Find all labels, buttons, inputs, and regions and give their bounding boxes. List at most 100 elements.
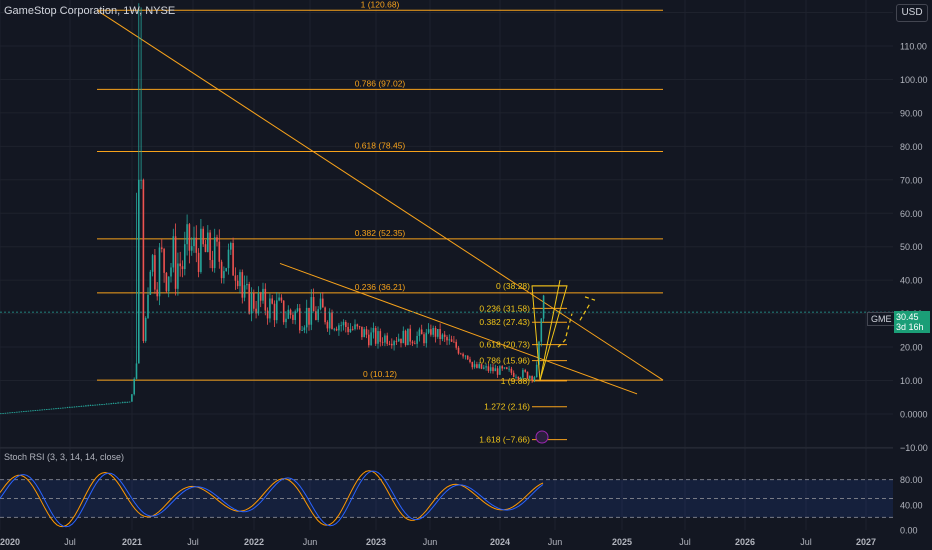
candle-body xyxy=(331,312,333,330)
candle-body xyxy=(416,335,418,344)
candle-body xyxy=(508,368,510,370)
candle-body xyxy=(193,237,195,247)
candle-body xyxy=(437,328,439,337)
candle-body xyxy=(519,377,522,379)
price-tick-label: 80.00 xyxy=(900,142,923,152)
time-tick-label: 2026 xyxy=(735,537,755,547)
last-price-badge: 30.45 3d 16h xyxy=(894,311,930,333)
candle-body xyxy=(345,321,347,328)
candle-body xyxy=(538,341,540,365)
fib-level-label: 1.272 (2.16) xyxy=(484,402,530,412)
currency-button[interactable]: USD xyxy=(896,4,928,22)
candle-body xyxy=(234,275,237,281)
candle-body xyxy=(531,376,533,381)
price-axis: 120.00110.00100.0090.0080.0070.0060.0050… xyxy=(900,8,928,453)
candle-body xyxy=(204,244,207,252)
candle-body xyxy=(296,308,299,312)
candle-body xyxy=(432,327,434,335)
candle-body xyxy=(151,255,154,272)
price-tick-label: −10.00 xyxy=(900,443,928,453)
candle-body xyxy=(73,406,76,408)
candle-body xyxy=(478,364,480,368)
candle-body xyxy=(87,405,89,407)
rsi-tick-label: 40.00 xyxy=(900,500,923,510)
candle-body xyxy=(236,280,239,287)
descending-trendline-lower xyxy=(279,262,638,395)
fib-level-label: 0 (10.12) xyxy=(363,369,397,379)
candle-body xyxy=(197,252,200,272)
candle-body xyxy=(271,298,273,304)
price-tick-label: 0.0000 xyxy=(900,409,928,419)
candle-body xyxy=(319,298,322,310)
candle-body xyxy=(420,329,423,335)
candle-body xyxy=(259,293,262,301)
candle-body xyxy=(50,408,53,410)
candle-body xyxy=(13,412,16,413)
candle-body xyxy=(443,334,446,337)
candle-body xyxy=(312,297,315,312)
candle-body xyxy=(365,329,368,335)
candle-body xyxy=(131,394,133,402)
candle-body xyxy=(377,331,379,344)
candle-body xyxy=(117,402,119,404)
candle-body xyxy=(112,403,115,404)
fib-retracement-main: 1 (120.68) 0.786 (97.02) 0.618 (78.45) 0.38… xyxy=(97,0,663,381)
event-marker-icon xyxy=(535,430,549,444)
candle-body xyxy=(18,411,20,413)
candle-body xyxy=(36,409,39,411)
candle-body xyxy=(485,366,487,368)
candle-body xyxy=(2,413,4,414)
stoch-rsi-label[interactable]: Stoch RSI (3, 3, 14, 14, close) xyxy=(4,452,125,462)
candle-body xyxy=(147,294,149,318)
candle-body xyxy=(262,288,264,301)
candle-body xyxy=(496,368,499,375)
candle-body xyxy=(209,232,211,261)
candle-body xyxy=(41,409,43,411)
candle-body xyxy=(184,244,186,270)
candle-body xyxy=(483,367,485,369)
candle-body xyxy=(257,293,260,314)
candle-body xyxy=(529,376,531,379)
time-tick-label: Jun xyxy=(303,537,318,547)
projection-path xyxy=(557,296,596,348)
candle-body xyxy=(338,325,340,331)
candle-body xyxy=(29,410,32,412)
candle-body xyxy=(211,260,214,269)
candle-body xyxy=(425,332,428,344)
candle-body xyxy=(89,405,92,407)
candle-body xyxy=(167,276,170,292)
candle-body xyxy=(243,285,246,298)
candles xyxy=(0,3,893,415)
time-tick-label: 2027 xyxy=(856,537,876,547)
rsi-tick-label: 0.00 xyxy=(900,526,918,536)
trendlines xyxy=(96,9,664,395)
time-tick-label: Jul xyxy=(800,537,812,547)
candle-body xyxy=(374,328,377,344)
candle-body xyxy=(165,272,168,292)
candle-body xyxy=(347,327,349,333)
candle-body xyxy=(227,249,230,269)
candle-body xyxy=(202,228,204,245)
candle-body xyxy=(404,330,407,346)
candle-body xyxy=(427,329,430,333)
candle-body xyxy=(310,297,313,325)
candle-body xyxy=(200,228,202,272)
rsi-tick-label: 80.00 xyxy=(900,475,923,485)
candle-body xyxy=(393,341,395,346)
candle-body xyxy=(524,370,526,372)
candle-body xyxy=(0,413,2,415)
candle-body xyxy=(4,412,7,414)
candle-body xyxy=(273,303,276,321)
price-tick-label: 90.00 xyxy=(900,108,923,118)
candle-body xyxy=(241,272,244,298)
candle-body xyxy=(174,236,177,289)
price-tick-label: 50.00 xyxy=(900,242,923,252)
candle-body xyxy=(216,237,218,242)
candle-body xyxy=(126,401,129,403)
candle-body xyxy=(110,403,112,405)
candle-body xyxy=(342,321,345,326)
candle-body xyxy=(218,241,221,262)
fib-retracement-projection: 0 (38.28) 0.236 (31.58) 0.382 (27.43) 0.618… xyxy=(479,281,567,445)
candle-body xyxy=(6,412,9,414)
